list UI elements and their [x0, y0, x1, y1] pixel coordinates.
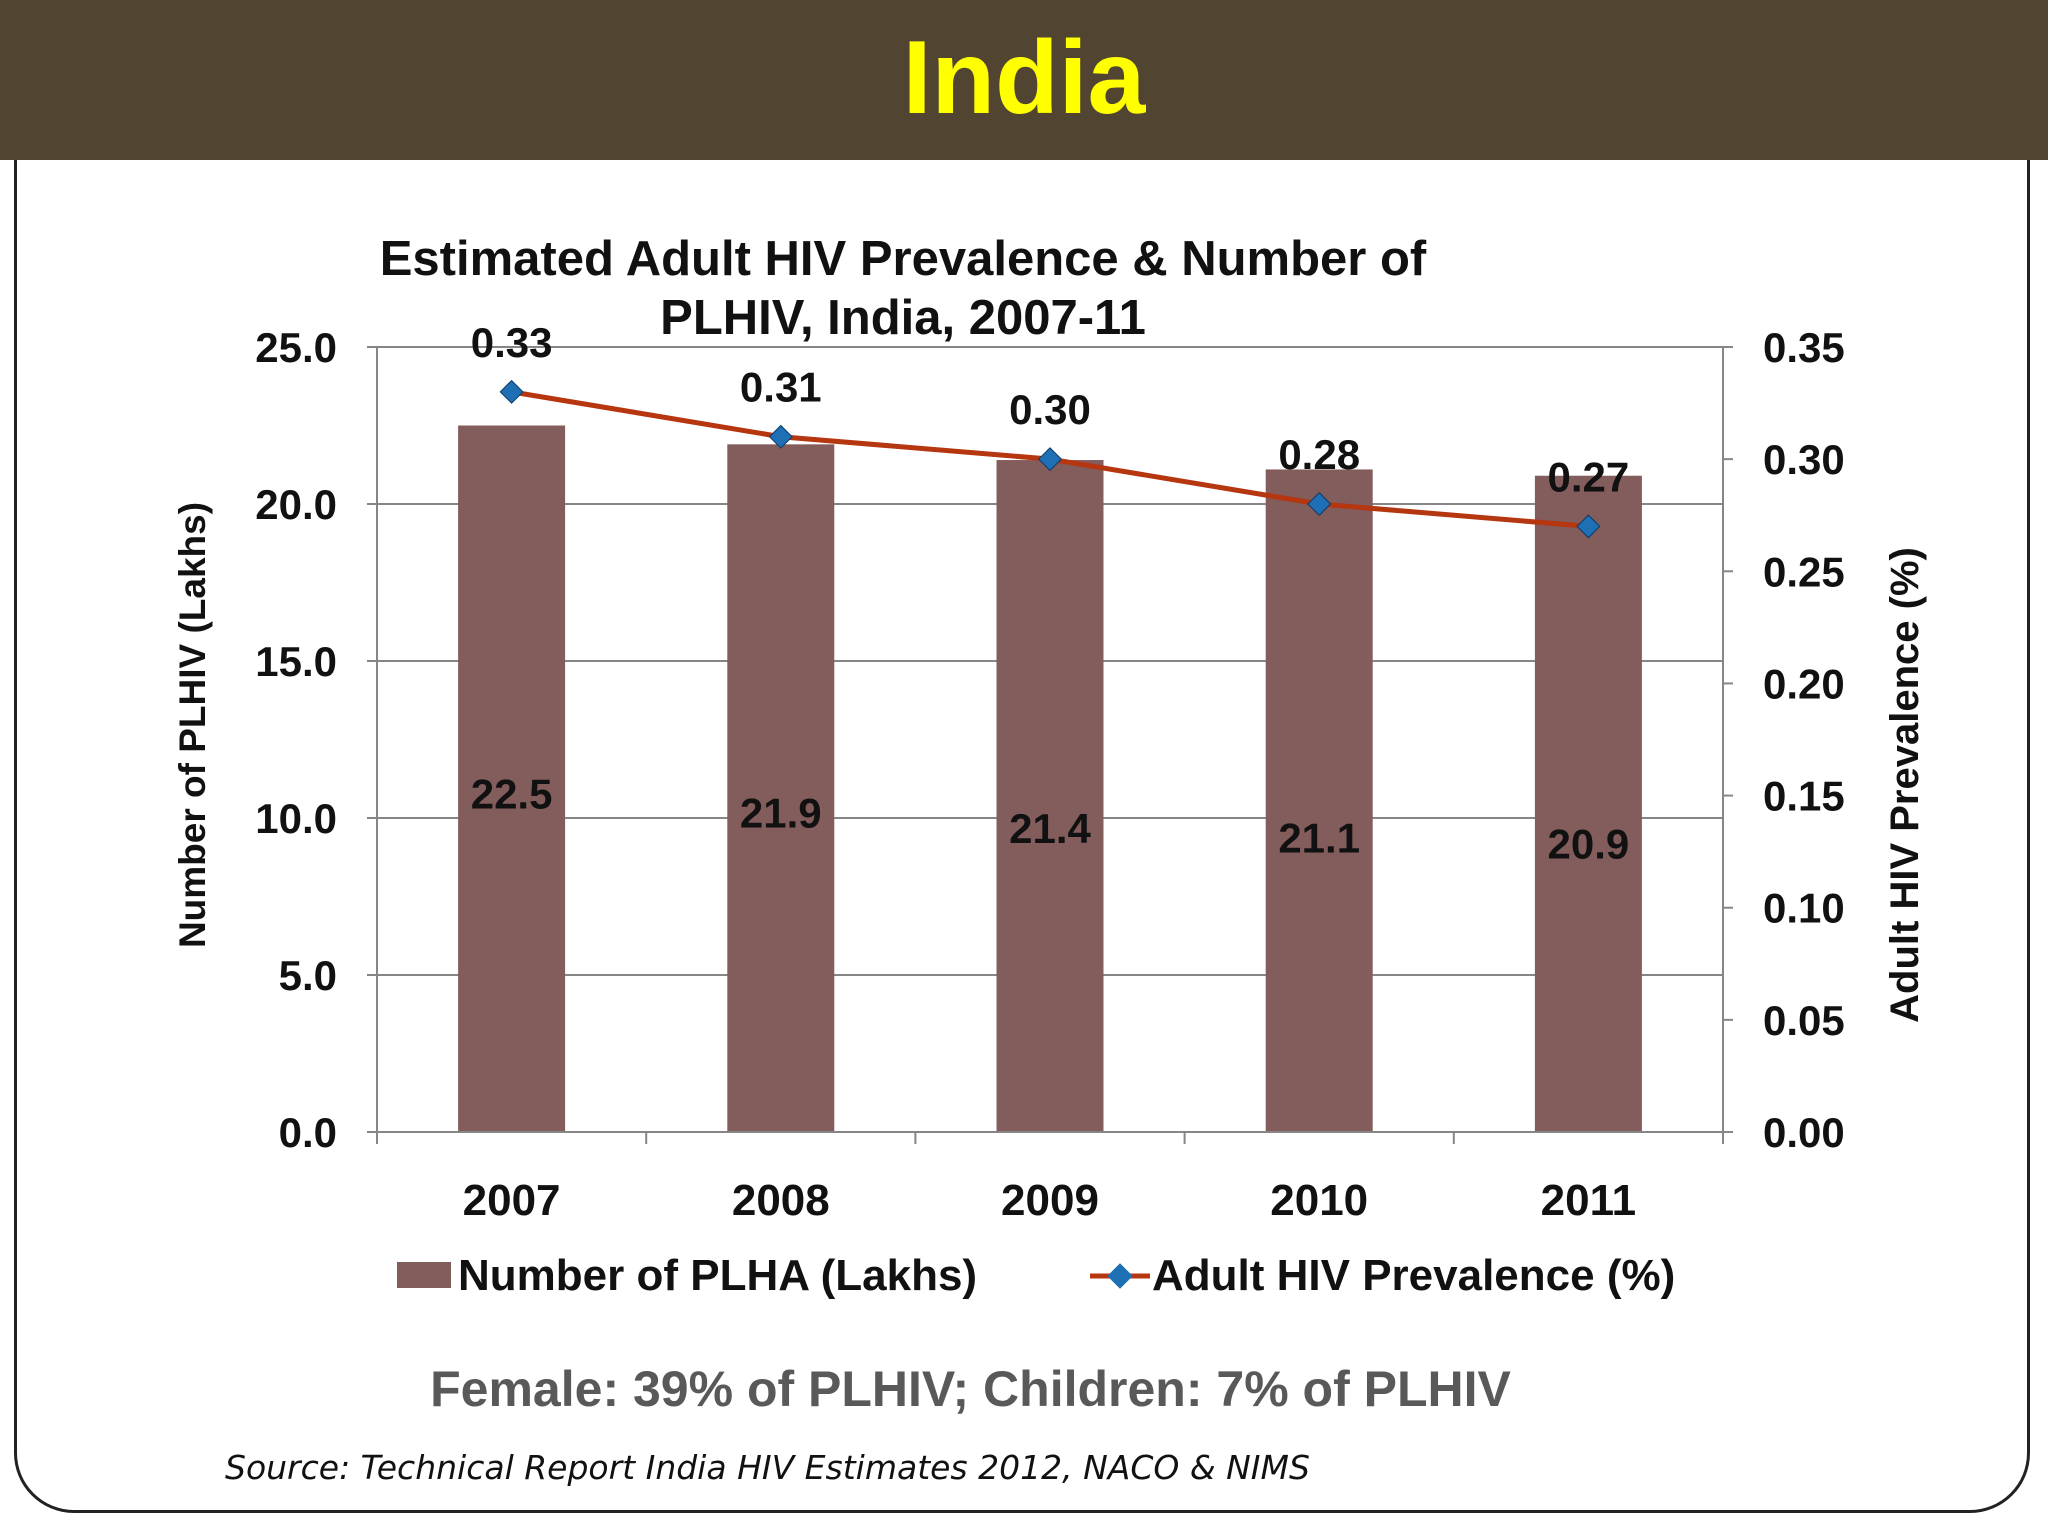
chart-title-line-1: Estimated Adult HIV Prevalence & Number …: [380, 232, 1427, 286]
y2-tick-label: 0.05: [1763, 997, 1845, 1044]
line-data-label: 0.27: [1548, 453, 1630, 500]
legend-line-label: Adult HIV Prevalence (%): [1152, 1251, 1675, 1300]
x-tick-label: 2008: [732, 1176, 830, 1225]
source-citation: Source: Technical Report India HIV Estim…: [225, 1448, 1310, 1487]
prevalence-marker: [1576, 514, 1601, 539]
line-data-label: 0.33: [471, 319, 553, 366]
bar: [1534, 475, 1642, 1132]
y-tick-label: 0.0: [279, 1109, 337, 1156]
y2-tick-label: 0.25: [1763, 548, 1845, 595]
line-data-label: 0.30: [1009, 386, 1091, 433]
y-tick-label: 10.0: [255, 795, 337, 842]
footnote: Female: 39% of PLHIV; Children: 7% of PL…: [430, 1361, 1511, 1417]
y2-tick-label: 0.15: [1763, 773, 1845, 820]
bar-data-label: 22.5: [471, 771, 553, 818]
prevalence-marker: [1307, 491, 1332, 517]
bar: [996, 460, 1104, 1132]
bar-data-label: 21.4: [1009, 805, 1091, 852]
prevalence-marker: [768, 424, 793, 449]
y2-tick-label: 0.10: [1763, 885, 1845, 932]
bar: [458, 425, 566, 1132]
legend: Number of PLHA (Lakhs) Adult HIV Prevale…: [397, 1251, 1675, 1300]
y2-tick-label: 0.30: [1763, 436, 1845, 483]
y-tick-label: 20.0: [255, 481, 337, 528]
y2-axis-label: Adult HIV Prevalence (%): [1883, 547, 1927, 1023]
prevalence-marker: [499, 379, 524, 404]
slide-frame: [14, 160, 2030, 1513]
bar: [1265, 469, 1373, 1133]
y2-tick-label: 0.35: [1763, 324, 1845, 371]
bar-data-label: 20.9: [1548, 821, 1630, 868]
bar-data-label: 21.1: [1278, 814, 1360, 861]
line-data-label: 0.28: [1278, 431, 1360, 478]
x-tick-label: 2007: [463, 1176, 561, 1225]
axes: [367, 346, 1733, 1144]
bar-data-label: 21.9: [740, 789, 822, 836]
prevalence-line-layer: [499, 379, 1601, 539]
y2-tick-label: 0.00: [1763, 1109, 1845, 1156]
slide-title: India: [902, 20, 1146, 136]
legend-bar-label: Number of PLHA (Lakhs): [458, 1251, 977, 1300]
x-tick-label: 2011: [1541, 1176, 1636, 1225]
legend-bar-swatch: [397, 1262, 451, 1288]
labels: 0.0 5.0 10.0 15.0 20.0 25.0 0.00 0.05 0.10 0.15 0.…: [255, 319, 1845, 1225]
y-tick-label: 25.0: [255, 324, 337, 371]
x-tick-label: 2009: [1001, 1176, 1099, 1225]
line-data-label: 0.31: [740, 364, 822, 411]
y2-tick-label: 0.20: [1763, 660, 1845, 707]
prevalence-marker: [1037, 447, 1063, 472]
x-tick-label: 2010: [1270, 1176, 1368, 1225]
y-tick-label: 5.0: [279, 952, 337, 999]
bar: [727, 444, 835, 1133]
legend-line-marker: [1107, 1263, 1133, 1289]
y-tick-label: 15.0: [255, 638, 337, 685]
chart-title-line-2: PLHIV, India, 2007-11: [660, 291, 1146, 345]
bars: [458, 425, 1642, 1133]
slide-header: India: [0, 0, 2048, 160]
y-axis-label: Number of PLHIV (Lakhs): [172, 502, 213, 948]
